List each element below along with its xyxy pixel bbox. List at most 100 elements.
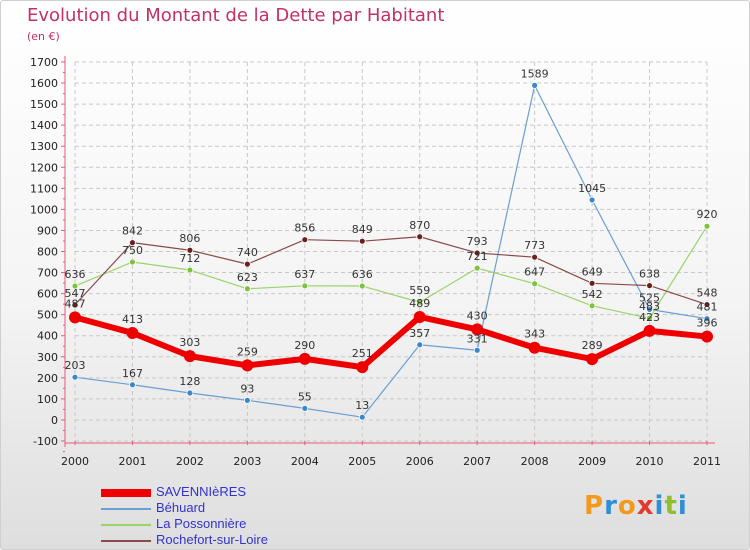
x-tick-label: 2009 <box>578 455 606 468</box>
data-point <box>358 413 366 421</box>
data-label: 856 <box>294 222 315 235</box>
data-label: 489 <box>409 297 430 310</box>
data-point <box>473 264 481 272</box>
legend-swatch <box>101 489 151 497</box>
data-point <box>129 258 136 266</box>
logo-letter: t <box>664 491 678 521</box>
data-label: 303 <box>179 336 200 349</box>
y-tick-label: 1500 <box>30 98 58 111</box>
data-label: 396 <box>697 317 718 330</box>
data-point <box>701 330 713 343</box>
y-tick-label: 500 <box>37 309 58 322</box>
data-label: 343 <box>524 328 545 341</box>
data-point <box>531 253 539 261</box>
logo-letter: r <box>604 491 618 521</box>
data-point <box>358 282 366 290</box>
y-tick-label: -100 <box>33 435 58 448</box>
data-point <box>643 324 656 337</box>
y-tick-label: 1300 <box>30 140 58 153</box>
data-point <box>703 315 711 323</box>
data-point <box>703 222 711 230</box>
data-label: 842 <box>122 225 143 238</box>
data-label: 559 <box>409 284 430 297</box>
y-tick-label: 600 <box>37 288 58 301</box>
legend-swatch <box>101 524 151 526</box>
series-line <box>74 313 708 371</box>
y-tick-label: 400 <box>37 330 58 343</box>
data-label: 128 <box>179 375 200 388</box>
x-tick-label: 2005 <box>348 455 376 468</box>
data-label: 251 <box>352 347 373 360</box>
chart-title: Evolution du Montant de la Dette par Hab… <box>27 5 445 26</box>
data-point <box>183 350 196 363</box>
data-point <box>416 233 424 241</box>
data-point <box>586 353 599 366</box>
data-point <box>358 237 366 245</box>
data-point <box>241 359 254 372</box>
x-tick-label: 2001 <box>118 455 146 468</box>
data-label: 740 <box>237 246 258 259</box>
data-point <box>129 239 136 247</box>
logo-letter: i <box>677 491 688 521</box>
x-tick-label: 2007 <box>463 455 491 468</box>
data-point <box>531 280 539 288</box>
data-label: 920 <box>697 208 718 221</box>
data-point <box>646 282 653 290</box>
x-tick-label: 2010 <box>636 455 664 468</box>
legend-swatch <box>101 540 151 542</box>
data-label: 1045 <box>578 182 606 195</box>
data-point <box>301 404 309 412</box>
data-label: 203 <box>65 359 86 372</box>
data-point <box>243 396 251 404</box>
y-tick-label: 1600 <box>30 77 58 90</box>
y-tick-label: 1000 <box>30 203 58 216</box>
data-label: 483 <box>639 300 660 313</box>
data-point <box>646 306 653 313</box>
data-label: 721 <box>467 250 488 263</box>
y-tick-label: 1400 <box>30 119 58 132</box>
data-point <box>126 326 139 339</box>
y-tick-label: 1100 <box>30 182 58 195</box>
data-point <box>186 389 194 397</box>
data-point <box>471 323 484 336</box>
y-tick-label: 100 <box>37 393 58 406</box>
data-label: 649 <box>582 265 603 278</box>
data-label: 750 <box>122 244 143 257</box>
logo-letter: i <box>654 491 665 521</box>
series-line <box>74 236 708 306</box>
data-point <box>413 310 426 323</box>
data-label: 773 <box>524 239 545 252</box>
data-point <box>473 346 481 354</box>
data-point <box>129 381 136 389</box>
data-label: 1589 <box>521 67 549 80</box>
data-point <box>243 260 251 268</box>
x-tick-label: 2002 <box>176 455 204 468</box>
data-point <box>416 341 424 349</box>
data-label: 712 <box>179 252 200 265</box>
data-point <box>301 236 309 244</box>
data-point <box>186 246 194 254</box>
data-label: 636 <box>65 268 86 281</box>
legend-label: SAVENNIèRES <box>156 484 247 499</box>
data-point <box>416 298 424 306</box>
data-label: 259 <box>237 345 258 358</box>
data-label: 289 <box>582 339 603 352</box>
y-tick-label: 1700 <box>30 56 58 69</box>
data-point <box>243 285 251 293</box>
data-label: 290 <box>294 339 315 352</box>
data-label: 413 <box>122 313 143 326</box>
data-label: 167 <box>122 367 143 380</box>
x-tick-label: 2011 <box>693 455 721 468</box>
series-line <box>74 225 708 319</box>
data-point <box>703 301 711 308</box>
data-point <box>71 373 79 381</box>
data-label: 357 <box>409 327 430 340</box>
data-label: 430 <box>467 309 488 322</box>
data-label: 623 <box>237 271 258 284</box>
data-point <box>473 249 481 257</box>
data-label: 331 <box>467 332 488 345</box>
data-point <box>298 352 311 365</box>
data-label: 870 <box>409 219 430 232</box>
data-label: 636 <box>352 268 373 281</box>
